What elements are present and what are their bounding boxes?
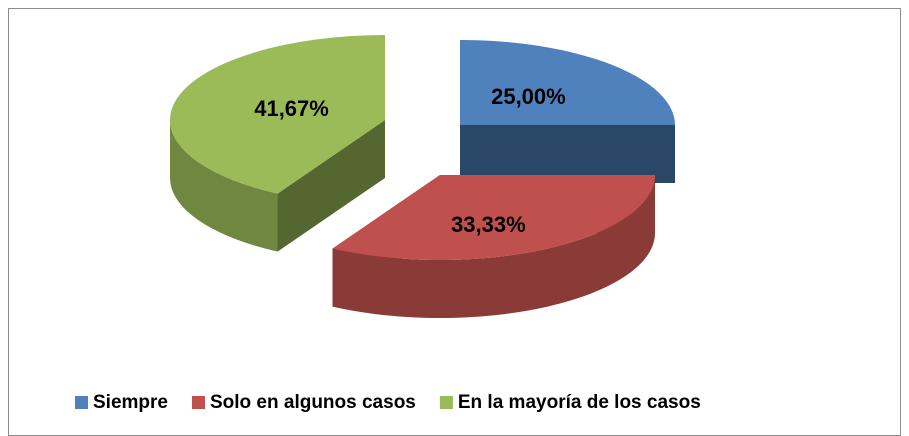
slice-side	[332, 175, 655, 318]
slice-side	[170, 120, 278, 252]
legend-swatch	[439, 396, 453, 409]
slice-side	[277, 120, 385, 252]
data-label: 33,33%	[451, 212, 526, 237]
legend-label: Solo en algunos casos	[210, 392, 416, 413]
data-label: 25,00%	[491, 84, 566, 109]
legend: Siempre Solo en algunos casos En la mayorí…	[75, 392, 701, 413]
data-label: 41,67%	[254, 96, 329, 121]
slice-side	[460, 125, 675, 183]
pie: 25,00% 41,67% 33,33%	[169, 35, 675, 318]
legend-label: En la mayoría de los casos	[458, 392, 701, 413]
slice	[332, 175, 655, 260]
legend-swatch	[191, 396, 205, 409]
legend-label: Siempre	[93, 392, 168, 413]
slice	[460, 40, 675, 125]
legend-swatch	[75, 396, 88, 409]
slice	[169, 35, 385, 194]
